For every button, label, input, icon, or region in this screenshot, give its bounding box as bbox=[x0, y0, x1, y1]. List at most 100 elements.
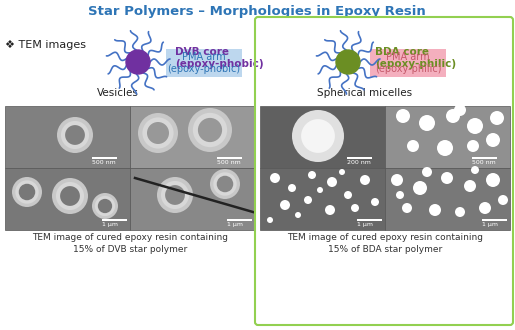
Bar bbox=[130, 168, 255, 230]
Circle shape bbox=[422, 167, 432, 177]
Bar bbox=[5, 168, 130, 230]
Circle shape bbox=[57, 117, 93, 153]
Circle shape bbox=[210, 169, 240, 199]
Circle shape bbox=[95, 196, 115, 216]
Circle shape bbox=[15, 180, 39, 204]
Circle shape bbox=[467, 118, 483, 134]
Bar bbox=[217, 156, 242, 159]
Text: 500 nm: 500 nm bbox=[472, 160, 496, 165]
Circle shape bbox=[308, 171, 316, 179]
Circle shape bbox=[188, 108, 232, 152]
Circle shape bbox=[429, 204, 441, 216]
Text: Vesicles: Vesicles bbox=[97, 88, 139, 98]
Circle shape bbox=[339, 169, 345, 175]
Circle shape bbox=[413, 181, 427, 195]
Circle shape bbox=[165, 185, 185, 205]
Circle shape bbox=[138, 113, 178, 153]
Text: PMA arm
(epoxy-phobic): PMA arm (epoxy-phobic) bbox=[167, 52, 241, 74]
Text: 500 nm: 500 nm bbox=[217, 160, 241, 165]
Circle shape bbox=[288, 184, 296, 192]
Circle shape bbox=[464, 180, 476, 192]
Circle shape bbox=[267, 217, 273, 223]
Circle shape bbox=[402, 203, 412, 213]
Bar bbox=[472, 156, 497, 159]
Circle shape bbox=[371, 198, 379, 206]
Bar bbox=[385, 168, 510, 230]
Text: TEM image of cured epoxy resin containing
15% of DVB star polymer: TEM image of cured epoxy resin containin… bbox=[32, 233, 228, 254]
Circle shape bbox=[396, 109, 410, 123]
Circle shape bbox=[344, 191, 352, 199]
Circle shape bbox=[498, 195, 508, 205]
Text: PMA arm
(epoxy-philic): PMA arm (epoxy-philic) bbox=[375, 52, 441, 74]
Bar bbox=[5, 106, 130, 168]
Circle shape bbox=[471, 166, 479, 174]
Circle shape bbox=[213, 172, 237, 196]
Circle shape bbox=[419, 115, 435, 131]
FancyBboxPatch shape bbox=[370, 49, 446, 77]
FancyBboxPatch shape bbox=[166, 49, 242, 77]
Circle shape bbox=[327, 177, 337, 187]
Circle shape bbox=[336, 50, 360, 74]
Circle shape bbox=[161, 181, 189, 209]
Text: 200 nm: 200 nm bbox=[347, 160, 371, 165]
Text: DVB core
(epoxy-phobic): DVB core (epoxy-phobic) bbox=[175, 47, 264, 69]
Bar bbox=[130, 106, 255, 168]
Circle shape bbox=[391, 174, 403, 186]
Text: ❖ TEM images: ❖ TEM images bbox=[5, 40, 86, 50]
Circle shape bbox=[396, 191, 404, 199]
Text: Star Polymers – Morphologies in Epoxy Resin: Star Polymers – Morphologies in Epoxy Re… bbox=[88, 5, 426, 18]
Circle shape bbox=[437, 140, 453, 156]
Bar bbox=[92, 156, 117, 159]
Circle shape bbox=[60, 186, 80, 206]
Bar bbox=[102, 218, 127, 221]
Circle shape bbox=[317, 187, 323, 193]
Circle shape bbox=[407, 140, 419, 152]
Text: TEM image of cured epoxy resin containing
15% of BDA star polymer: TEM image of cured epoxy resin containin… bbox=[287, 233, 483, 254]
Circle shape bbox=[295, 212, 301, 218]
Circle shape bbox=[198, 118, 222, 142]
Bar bbox=[260, 106, 385, 168]
Circle shape bbox=[486, 173, 500, 187]
Bar bbox=[347, 156, 372, 159]
Bar bbox=[385, 106, 510, 168]
Text: BDA core
(epoxy-philic): BDA core (epoxy-philic) bbox=[375, 47, 456, 69]
Circle shape bbox=[126, 50, 150, 74]
Text: 1 μm: 1 μm bbox=[227, 222, 243, 227]
Circle shape bbox=[325, 205, 335, 215]
Circle shape bbox=[479, 202, 491, 214]
Bar bbox=[227, 218, 252, 221]
Circle shape bbox=[441, 172, 453, 184]
Text: 1 μm: 1 μm bbox=[102, 222, 118, 227]
Circle shape bbox=[98, 199, 112, 213]
Text: 1 μm: 1 μm bbox=[482, 222, 498, 227]
Circle shape bbox=[157, 177, 193, 213]
Circle shape bbox=[217, 176, 233, 192]
Circle shape bbox=[147, 122, 169, 144]
Bar bbox=[260, 168, 385, 230]
Text: 500 nm: 500 nm bbox=[92, 160, 116, 165]
Circle shape bbox=[65, 125, 85, 145]
Circle shape bbox=[360, 175, 370, 185]
Circle shape bbox=[19, 184, 35, 200]
Circle shape bbox=[52, 178, 88, 214]
Circle shape bbox=[454, 104, 466, 116]
Circle shape bbox=[280, 200, 290, 210]
Text: Spherical micelles: Spherical micelles bbox=[317, 88, 413, 98]
Bar bbox=[482, 218, 507, 221]
Circle shape bbox=[193, 113, 227, 147]
Circle shape bbox=[446, 109, 460, 123]
Circle shape bbox=[490, 111, 504, 125]
Circle shape bbox=[270, 173, 280, 183]
Circle shape bbox=[92, 193, 118, 219]
Circle shape bbox=[486, 133, 500, 147]
Circle shape bbox=[143, 117, 174, 148]
Circle shape bbox=[61, 121, 89, 149]
Circle shape bbox=[455, 207, 465, 217]
Text: 1 μm: 1 μm bbox=[357, 222, 373, 227]
Circle shape bbox=[304, 196, 312, 204]
Circle shape bbox=[12, 177, 42, 207]
Circle shape bbox=[351, 204, 359, 212]
Bar bbox=[357, 218, 382, 221]
Circle shape bbox=[292, 110, 344, 162]
Circle shape bbox=[467, 140, 479, 152]
